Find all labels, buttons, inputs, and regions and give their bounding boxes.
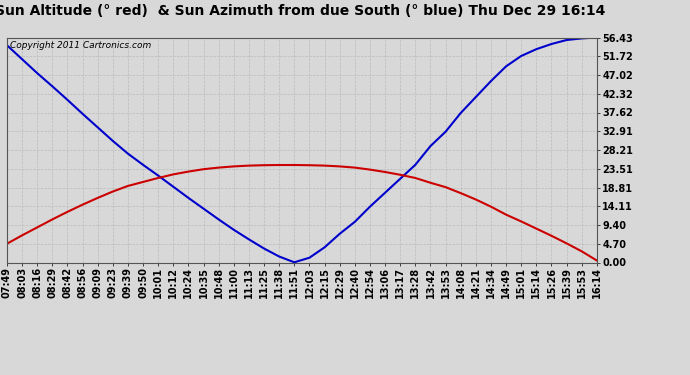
Text: Sun Altitude (° red)  & Sun Azimuth from due South (° blue) Thu Dec 29 16:14: Sun Altitude (° red) & Sun Azimuth from … [0, 4, 605, 18]
Text: Copyright 2011 Cartronics.com: Copyright 2011 Cartronics.com [10, 41, 151, 50]
